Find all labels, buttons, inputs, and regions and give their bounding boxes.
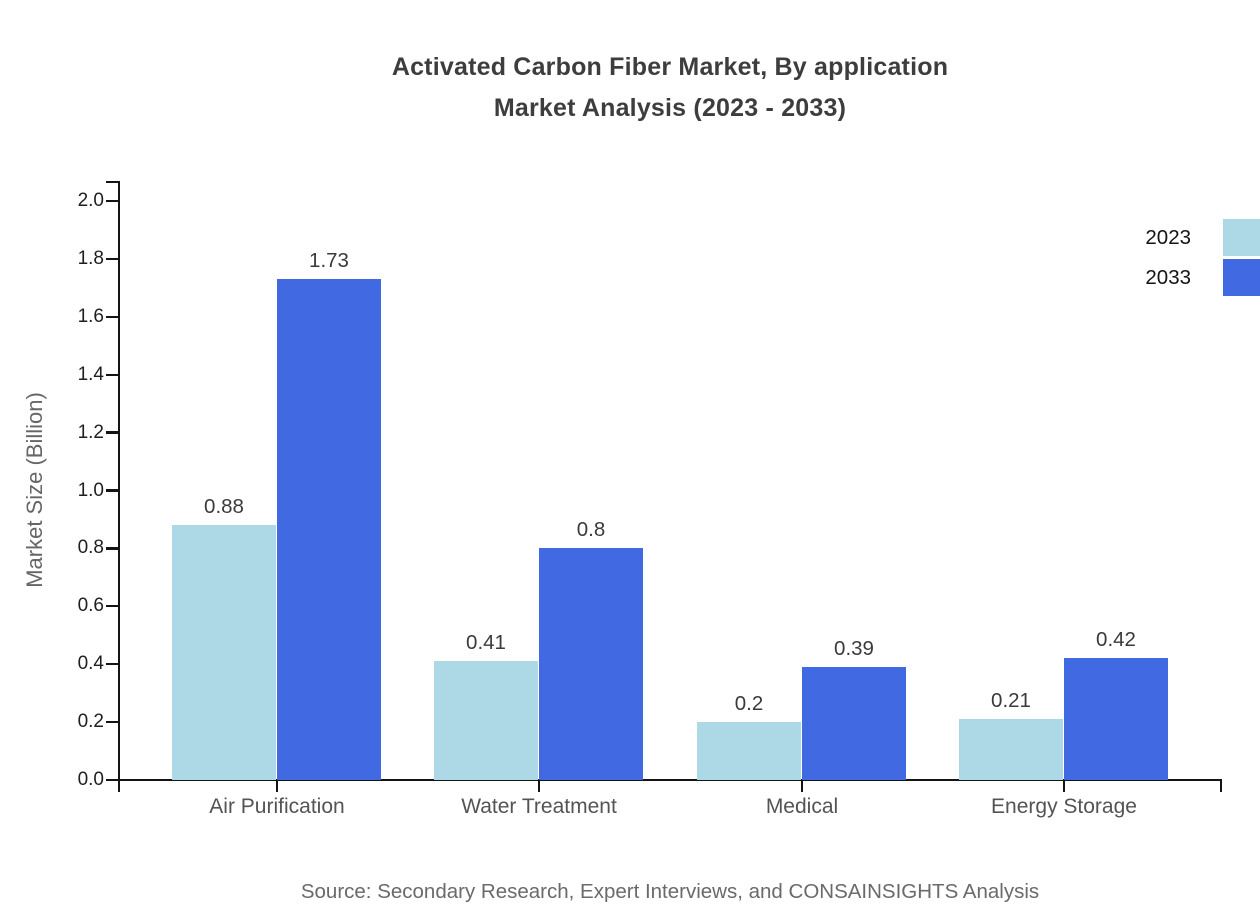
category-label-energy-storage: Energy Storage [991, 795, 1137, 818]
category-label-air-purification: Air Purification [209, 795, 345, 818]
chart-title: Activated Carbon Fiber Market, By applic… [80, 47, 1260, 129]
y-tick [106, 547, 118, 550]
value-label-2023-energy-storage: 0.21 [991, 689, 1031, 713]
y-tick-label: 0.6 [77, 595, 104, 617]
y-tick-label: 1.6 [77, 305, 104, 327]
legend-label-2023: 2023 [1145, 225, 1191, 249]
y-tick [106, 373, 118, 376]
value-label-2023-water-treatment: 0.41 [466, 631, 506, 655]
y-tick-label: 1.0 [77, 479, 104, 501]
category-label-water-treatment: Water Treatment [461, 795, 617, 818]
y-tick-label: 1.2 [77, 421, 104, 443]
bar-2023-water-treatment [434, 661, 538, 780]
x-axis-right-cap [1219, 779, 1222, 792]
legend-swatch-2033 [1223, 259, 1260, 296]
y-axis-spine [117, 181, 120, 792]
legend-swatch-2023 [1223, 219, 1260, 256]
x-tick [800, 779, 804, 792]
category-label-medical: Medical [765, 795, 839, 818]
bar-2023-medical [697, 722, 801, 780]
y-tick [106, 605, 118, 608]
x-tick [275, 779, 279, 792]
source-note: Source: Secondary Research, Expert Inter… [300, 880, 1040, 903]
y-tick [106, 663, 118, 666]
y-tick [106, 315, 118, 318]
legend-item-2033: 2033 [1145, 259, 1260, 296]
value-label-2023-air-purification: 0.88 [204, 495, 244, 519]
legend-label-2033: 2033 [1145, 265, 1191, 289]
chart-title-line2: Market Analysis (2023 - 2033) [493, 94, 847, 122]
bar-2023-energy-storage [959, 719, 1063, 780]
y-tick-label: 2.0 [77, 190, 104, 211]
bar-2033-air-purification [277, 279, 381, 780]
y-axis-top-cap [106, 181, 118, 184]
legend-item-2023: 2023 [1145, 219, 1260, 256]
value-label-2033-air-purification: 1.73 [309, 249, 349, 273]
y-tick-label: 1.8 [77, 247, 104, 269]
value-label-2033-water-treatment: 0.8 [576, 518, 606, 542]
bar-2033-energy-storage [1064, 658, 1168, 780]
y-tick [106, 199, 118, 203]
bar-2033-medical [802, 667, 906, 780]
x-tick [537, 779, 541, 792]
y-tick-label: 0.2 [77, 711, 104, 733]
bar-2023-air-purification [172, 525, 276, 780]
y-tick [106, 778, 118, 782]
chart-title-line1: Activated Carbon Fiber Market, By applic… [391, 53, 949, 81]
y-tick-label: 0.4 [77, 653, 104, 675]
x-axis-spine [118, 779, 1222, 782]
value-label-2033-energy-storage: 0.42 [1096, 628, 1136, 652]
bar-2033-water-treatment [539, 548, 643, 780]
y-tick [106, 257, 118, 261]
y-tick [106, 720, 118, 724]
y-tick [106, 431, 118, 434]
y-tick-label: 0.8 [77, 537, 104, 559]
legend: 2023 2033 [1145, 219, 1260, 299]
value-label-2023-medical: 0.2 [734, 692, 764, 716]
value-label-2033-medical: 0.39 [834, 637, 874, 661]
y-tick-label: 0.0 [77, 769, 104, 790]
x-tick [1062, 779, 1066, 792]
y-tick-label: 1.4 [77, 363, 104, 385]
y-tick [106, 489, 118, 492]
